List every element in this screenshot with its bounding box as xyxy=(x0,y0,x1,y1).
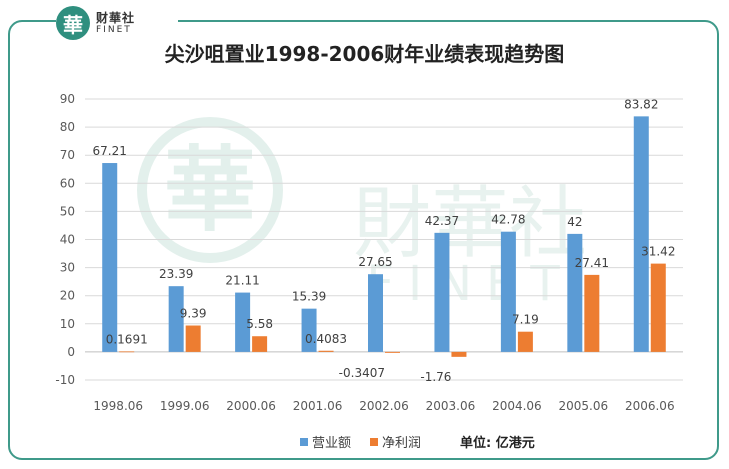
unit-note: 单位: 亿港元 xyxy=(460,435,535,451)
y-tick-label: 80 xyxy=(60,120,75,134)
legend: 营业额 净利润 单位: 亿港元 xyxy=(300,435,535,451)
legend-label-revenue: 营业额 xyxy=(312,436,351,451)
x-tick-label: 2004.06 xyxy=(492,399,542,413)
revenue-bar xyxy=(500,231,516,352)
y-tick-label: 70 xyxy=(60,148,75,162)
revenue-bar xyxy=(633,116,649,352)
profit-label: 27.41 xyxy=(575,256,609,270)
revenue-label: 83.82 xyxy=(624,97,658,111)
x-tick-label: 2005.06 xyxy=(559,399,609,413)
revenue-label: 27.65 xyxy=(358,255,392,269)
profit-bar xyxy=(584,274,600,352)
legend-label-profit: 净利润 xyxy=(382,436,421,451)
profit-label: 0.4083 xyxy=(305,332,347,346)
legend-swatch-revenue xyxy=(300,438,308,446)
profit-bar xyxy=(185,325,201,352)
profit-label: -0.3407 xyxy=(339,366,385,380)
revenue-label: 23.39 xyxy=(159,267,193,281)
y-tick-label: 10 xyxy=(60,317,75,331)
profit-label: 31.42 xyxy=(641,245,675,259)
brand-name-cn: 财華社 xyxy=(96,10,136,25)
profit-bar xyxy=(119,351,135,353)
profit-label: 5.58 xyxy=(246,317,273,331)
chart-title: 尖沙咀置业1998-2006财年业绩表现趋势图 xyxy=(164,42,565,66)
profit-label: 0.1691 xyxy=(106,332,148,346)
brand-name-en: FINET xyxy=(96,24,132,35)
y-tick-label: 60 xyxy=(60,176,75,190)
profit-label: 9.39 xyxy=(180,307,207,321)
revenue-bar xyxy=(168,286,184,352)
x-tick-label: 2001.06 xyxy=(293,399,343,413)
y-tick-label: 0 xyxy=(67,345,75,359)
chart-frame xyxy=(8,20,719,460)
revenue-label: 42.78 xyxy=(491,213,525,227)
revenue-bar xyxy=(434,232,450,352)
y-tick-label: 40 xyxy=(60,233,75,247)
revenue-label: 42 xyxy=(567,215,582,229)
y-tick-label: 30 xyxy=(60,261,75,275)
revenue-label: 42.37 xyxy=(425,214,459,228)
grid xyxy=(85,98,683,381)
bars xyxy=(102,116,666,357)
revenue-label: 21.11 xyxy=(225,274,259,288)
x-tick-label: 2006.06 xyxy=(625,399,675,413)
revenue-bar xyxy=(102,163,118,352)
y-tick-label: 50 xyxy=(60,204,75,218)
watermark-en: FINET xyxy=(366,256,573,312)
brand-logo: 華 财華社 FINET xyxy=(56,4,178,42)
revenue-label: 67.21 xyxy=(93,144,127,158)
profit-bar xyxy=(252,336,268,352)
revenue-bar xyxy=(235,292,251,352)
watermark-char: 華 xyxy=(164,136,256,244)
legend-swatch-profit xyxy=(370,438,378,446)
brand-seal-icon: 華 xyxy=(56,6,90,40)
y-tick-label: 20 xyxy=(60,289,75,303)
profit-label: -1.76 xyxy=(420,370,451,384)
y-axis: -10 0 10 20 30 40 50 60 70 80 90 xyxy=(55,92,75,387)
y-tick-label: 90 xyxy=(60,92,75,106)
revenue-bar xyxy=(368,274,383,352)
revenue-bar xyxy=(301,308,317,352)
profit-bar xyxy=(451,351,467,357)
x-tick-label: 2002.06 xyxy=(359,399,409,413)
profit-bar xyxy=(517,331,533,352)
x-tick-label: 2000.06 xyxy=(226,399,276,413)
watermark-cn: 財華社 xyxy=(353,179,587,269)
profit-bar xyxy=(318,350,334,352)
y-tick-label: -10 xyxy=(55,373,75,387)
profit-label: 7.19 xyxy=(512,313,539,327)
x-tick-label: 1998.06 xyxy=(93,399,143,413)
x-axis: 1998.06 1999.06 2000.06 2001.06 2002.06 2003.… xyxy=(93,399,674,413)
profit-bar xyxy=(385,351,400,353)
revenue-bar xyxy=(567,233,583,352)
x-tick-label: 2003.06 xyxy=(426,399,476,413)
x-tick-label: 1999.06 xyxy=(160,399,210,413)
data-labels: 67.21 0.1691 23.39 9.39 21.11 5.58 15.39 0.4083… xyxy=(93,97,676,383)
profit-bar xyxy=(650,263,666,352)
watermark-seal-icon xyxy=(137,117,283,263)
watermark: 華 財華社 FINET xyxy=(137,117,587,312)
revenue-label: 15.39 xyxy=(292,290,326,304)
